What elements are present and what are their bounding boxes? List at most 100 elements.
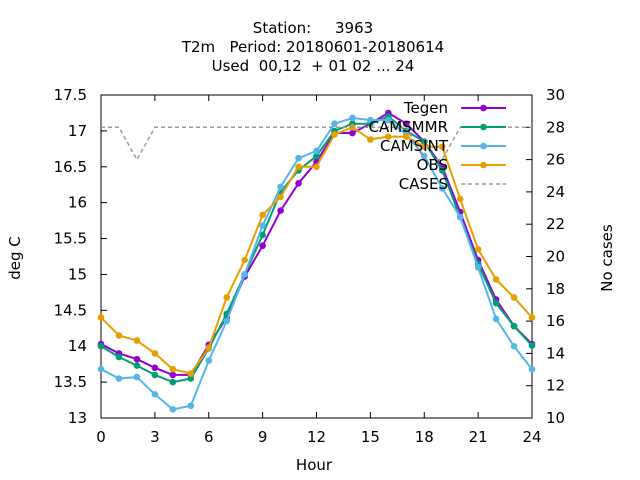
data-point-tegen xyxy=(151,364,159,372)
y2-tick-label: 12 xyxy=(546,377,565,395)
data-point-camsmmr xyxy=(151,371,159,379)
data-point-obs xyxy=(313,163,320,171)
data-point-camsmmr xyxy=(528,342,536,349)
data-point-obs xyxy=(97,314,105,321)
chart-title: Station: 3963 T2m Period: 20180601-20180… xyxy=(181,19,444,75)
data-point-obs xyxy=(277,193,284,201)
y2-tick-label: 16 xyxy=(546,312,565,330)
data-point-camsmmr xyxy=(438,167,446,174)
data-point-obs xyxy=(474,246,482,253)
data-point-obs xyxy=(133,337,141,344)
data-point-camsint xyxy=(187,402,195,410)
y2-tick-label: 22 xyxy=(546,215,565,233)
data-point-tegen xyxy=(259,242,266,250)
legend-label-camsint: CAMSINT xyxy=(380,137,449,155)
data-point-camsint xyxy=(474,263,482,271)
data-point-obs xyxy=(151,350,159,357)
data-point-camsint xyxy=(528,365,536,373)
y-tick-label: 16.5 xyxy=(54,158,87,176)
data-point-tegen xyxy=(295,179,302,187)
y2-tick-label: 14 xyxy=(546,344,565,362)
data-point-camsint xyxy=(349,114,356,122)
data-point-obs xyxy=(205,344,213,351)
data-point-obs xyxy=(259,211,266,219)
y-tick-label: 15.5 xyxy=(54,230,87,248)
data-point-camsint xyxy=(277,183,284,191)
data-point-obs xyxy=(169,365,177,373)
axes: 0 3 6 9 12 15 18 21 24 13 13.5 14 14.5 15 15.5 16 16.5 17… xyxy=(54,86,566,446)
data-point-camsint xyxy=(223,317,231,325)
plot-frame xyxy=(100,94,533,419)
data-point-camsmmr xyxy=(510,322,518,330)
data-point-tegen xyxy=(277,207,284,214)
data-point-camsint xyxy=(367,116,374,124)
y-tick-label: 15 xyxy=(68,265,87,283)
data-point-obs xyxy=(367,136,374,143)
data-point-obs xyxy=(241,256,248,264)
legend-label-tegen: Tegen xyxy=(403,99,448,117)
data-point-obs xyxy=(402,133,410,140)
data-point-camsint xyxy=(295,154,302,162)
x-axis-label: Hour xyxy=(296,456,333,474)
data-point-obs xyxy=(331,131,338,138)
data-point-camsint xyxy=(385,116,392,124)
data-point-camsmmr xyxy=(133,362,141,369)
y-axis-label: deg C xyxy=(6,236,24,280)
legend-marker-obs xyxy=(480,161,487,169)
data-point-obs xyxy=(295,163,302,171)
x-tick-label: 24 xyxy=(522,428,541,446)
data-point-camsmmr xyxy=(313,152,320,160)
data-point-obs xyxy=(420,143,428,150)
x-tick-label: 15 xyxy=(361,428,380,446)
title-line-2: T2m Period: 20180601-20180614 xyxy=(181,38,444,56)
data-point-obs xyxy=(187,370,195,377)
data-point-camsmmr xyxy=(97,342,105,350)
x-tick-label: 3 xyxy=(150,428,160,446)
x-tick-label: 12 xyxy=(307,428,326,446)
y-tick-label: 14 xyxy=(68,337,87,355)
y2-tick-label: 24 xyxy=(546,183,565,201)
plot-area xyxy=(97,109,536,413)
data-point-obs xyxy=(510,294,518,301)
legend-marker-camsmmr xyxy=(480,123,487,131)
data-point-camsint xyxy=(313,147,320,155)
data-point-camsint xyxy=(420,152,428,160)
data-point-camsint xyxy=(331,120,338,128)
legend-marker-camsint xyxy=(480,142,487,150)
data-point-tegen xyxy=(402,120,410,128)
data-point-camsint xyxy=(259,222,266,229)
data-point-tegen xyxy=(133,355,141,363)
data-point-camsint xyxy=(510,342,518,350)
data-point-obs xyxy=(115,332,123,339)
y2-tick-label: 30 xyxy=(546,86,565,104)
data-point-obs xyxy=(223,294,231,301)
legend-label-camsmmr: CAMSMMR xyxy=(368,118,448,136)
y2-tick-label: 28 xyxy=(546,118,565,136)
data-point-obs xyxy=(456,195,464,203)
x-tick-label: 9 xyxy=(258,428,268,446)
x-tick-label: 18 xyxy=(415,428,434,446)
data-point-camsint xyxy=(241,271,248,278)
title-line-1: Station: 3963 xyxy=(253,19,373,37)
data-point-camsmmr xyxy=(420,138,428,145)
y2-tick-label: 18 xyxy=(546,280,565,298)
data-point-camsint xyxy=(115,375,123,382)
y-tick-label: 13 xyxy=(68,409,87,427)
y2-tick-label: 26 xyxy=(546,151,565,169)
data-point-obs xyxy=(492,276,500,283)
y-tick-label: 14.5 xyxy=(54,301,87,319)
data-point-camsint xyxy=(169,406,177,413)
data-point-camsint xyxy=(133,373,141,381)
data-point-camsint xyxy=(151,391,159,398)
data-point-obs xyxy=(438,143,446,150)
x-tick-label: 6 xyxy=(204,428,214,446)
x-tick-label: 0 xyxy=(96,428,106,446)
data-point-camsint xyxy=(97,365,105,373)
data-point-camsint xyxy=(492,315,500,323)
y-tick-label: 17 xyxy=(68,122,87,140)
data-point-camsint xyxy=(456,213,464,221)
data-point-camsmmr xyxy=(115,353,123,361)
y2-axis-label: No cases xyxy=(598,224,616,292)
